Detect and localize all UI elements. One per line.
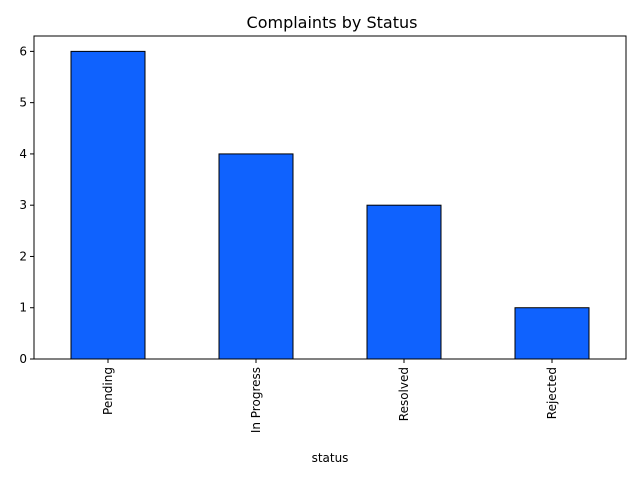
y-tick-label: 4 — [19, 147, 27, 161]
x-axis-label: status — [312, 451, 349, 465]
bar-in-progress — [218, 153, 294, 360]
y-tick-label: 2 — [19, 249, 27, 263]
bar-pending — [70, 50, 146, 360]
plot-frame — [33, 35, 627, 360]
chart-title: Complaints by Status — [247, 13, 418, 32]
y-tick-label: 3 — [19, 198, 27, 212]
x-tick-label: In Progress — [249, 367, 263, 433]
y-tick-label: 6 — [19, 44, 27, 58]
bars-group — [70, 50, 590, 360]
y-tick-label: 0 — [19, 352, 27, 366]
y-tick-label: 5 — [19, 96, 27, 110]
x-tick-label: Rejected — [545, 367, 559, 419]
y-axis: 0 1 2 3 4 5 6 — [19, 44, 34, 366]
x-tick-label: Pending — [101, 367, 115, 415]
bar-rejected — [514, 307, 590, 360]
y-tick-label: 1 — [19, 301, 27, 315]
x-tick-label: Resolved — [397, 367, 411, 421]
bar-resolved — [366, 204, 442, 360]
x-axis: Pending In Progress Resolved Rejected — [101, 359, 559, 433]
